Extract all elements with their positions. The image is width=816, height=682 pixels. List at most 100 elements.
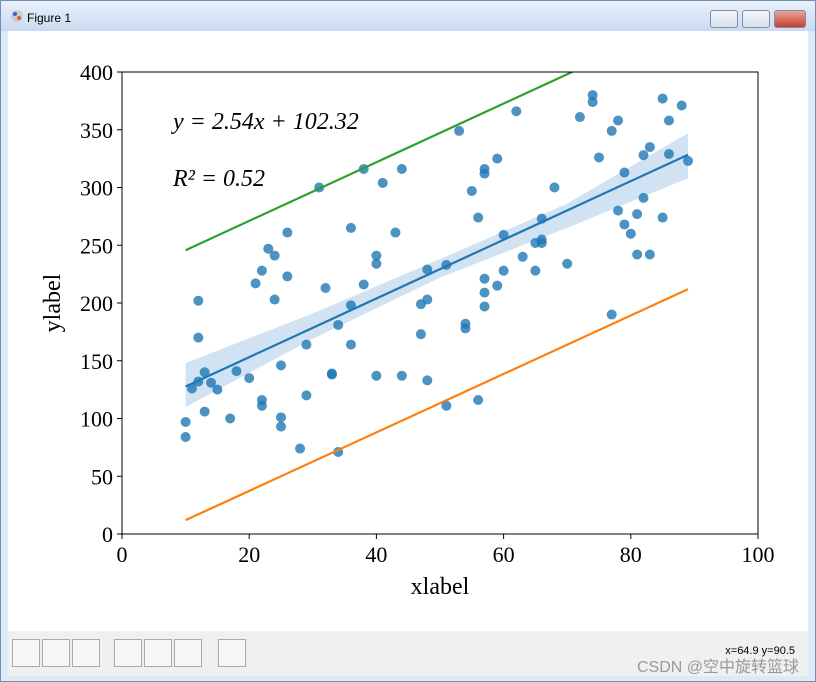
- scatter-point: [619, 219, 630, 230]
- scatter-point: [644, 249, 655, 260]
- scatter-point: [180, 431, 191, 442]
- y-tick-label: 300: [80, 176, 113, 201]
- scatter-point: [269, 250, 280, 261]
- scatter-point: [454, 125, 465, 136]
- configure-button[interactable]: [174, 639, 202, 667]
- scatter-point: [632, 249, 643, 260]
- scatter-point: [193, 295, 204, 306]
- scatter-point: [511, 106, 522, 117]
- scatter-point: [663, 115, 674, 126]
- scatter-point: [644, 142, 655, 153]
- scatter-point: [479, 287, 490, 298]
- y-tick-label: 100: [80, 407, 113, 432]
- scatter-point: [606, 125, 617, 136]
- scatter-point: [199, 367, 210, 378]
- x-tick-label: 20: [238, 542, 260, 567]
- scatter-point: [371, 258, 382, 269]
- scatter-point: [180, 416, 191, 427]
- y-tick-label: 0: [102, 522, 113, 547]
- scatter-point: [231, 366, 242, 377]
- fit-line: [185, 288, 689, 522]
- scatter-point: [676, 100, 687, 111]
- scatter-point: [562, 258, 573, 269]
- x-tick-label: 80: [620, 542, 642, 567]
- y-tick-label: 200: [80, 291, 113, 316]
- scatter-point: [594, 152, 604, 163]
- window-title: Figure 1: [27, 11, 72, 25]
- scatter-point: [282, 271, 293, 282]
- scatter-point: [295, 443, 306, 454]
- scatter-point: [256, 265, 267, 276]
- close-button[interactable]: [774, 10, 806, 28]
- scatter-point: [345, 300, 356, 311]
- scatter-point: [460, 323, 471, 334]
- scatter-point: [587, 97, 598, 108]
- scatter-point: [276, 421, 286, 432]
- y-axis-label: ylabel: [40, 273, 66, 332]
- back-button[interactable]: [42, 639, 70, 667]
- scatter-point: [613, 115, 624, 126]
- scatter-point: [377, 177, 388, 188]
- chart: 0 20 40 60 80 100 0 50 100 150 200 250 300 350 400 xlab…: [40, 60, 775, 600]
- scatter-point: [657, 93, 668, 104]
- toolbar: [8, 631, 808, 676]
- scatter-point: [193, 332, 204, 343]
- scatter-point: [587, 90, 598, 101]
- scatter-point: [225, 413, 236, 424]
- scatter-point: [625, 228, 636, 239]
- plot-area: [180, 72, 694, 522]
- scatter-point: [536, 237, 547, 248]
- scatter-point: [371, 370, 382, 381]
- save-button[interactable]: [218, 639, 246, 667]
- scatter-point: [638, 150, 649, 161]
- scatter-point: [390, 227, 401, 238]
- axes-frame: [121, 71, 759, 535]
- scatter-point: [517, 251, 528, 262]
- home-button[interactable]: [12, 639, 40, 667]
- y-tick-label: 400: [80, 60, 113, 85]
- x-tick-label: 100: [742, 542, 775, 567]
- y-tick-label: 350: [80, 118, 113, 143]
- annotation: y = 2.54x + 102.32: [171, 109, 359, 135]
- forward-button[interactable]: [72, 639, 100, 667]
- scatter-point: [473, 395, 484, 406]
- scatter-point: [441, 400, 452, 411]
- watermark: CSDN @空中旋转篮球: [636, 659, 799, 676]
- scatter-point: [530, 265, 541, 276]
- scatter-point: [206, 377, 217, 388]
- scatter-point: [479, 301, 490, 312]
- scatter-point: [396, 164, 407, 175]
- scatter-point: [613, 205, 624, 216]
- scatter-point: [415, 329, 426, 340]
- x-tick-label: 40: [365, 542, 387, 567]
- scatter-point: [422, 294, 433, 305]
- scatter-point: [263, 243, 274, 254]
- minimize-button[interactable]: [710, 10, 738, 28]
- x-axis-label: xlabel: [411, 574, 470, 600]
- scatter-point: [479, 273, 490, 284]
- maximize-button[interactable]: [742, 10, 770, 28]
- scatter-point: [345, 339, 356, 350]
- scatter-point: [632, 209, 643, 220]
- scatter-point: [320, 282, 331, 293]
- scatter-point: [345, 222, 356, 233]
- scatter-point: [276, 412, 286, 423]
- figure-canvas: 0 20 40 60 80 100 0 50 100 150 200 250 300 350 400 xlab…: [8, 31, 808, 676]
- title-bar: Figure 1: [1, 1, 815, 31]
- scatter-point: [250, 278, 261, 289]
- scatter-point: [199, 406, 210, 417]
- scatter-point: [269, 294, 280, 305]
- scatter-point: [657, 212, 668, 223]
- scatter-point: [358, 279, 369, 290]
- y-tick-label: 50: [91, 464, 113, 489]
- zoom-button[interactable]: [144, 639, 172, 667]
- scatter-point: [492, 153, 503, 164]
- scatter-point: [212, 384, 223, 395]
- scatter-point: [638, 192, 649, 203]
- scatter-point: [282, 227, 293, 238]
- annotation: R² = 0.52: [172, 166, 265, 192]
- fit-line: [185, 153, 689, 388]
- pan-button[interactable]: [114, 639, 142, 667]
- scatter-point: [276, 360, 286, 371]
- scatter-point: [606, 309, 617, 320]
